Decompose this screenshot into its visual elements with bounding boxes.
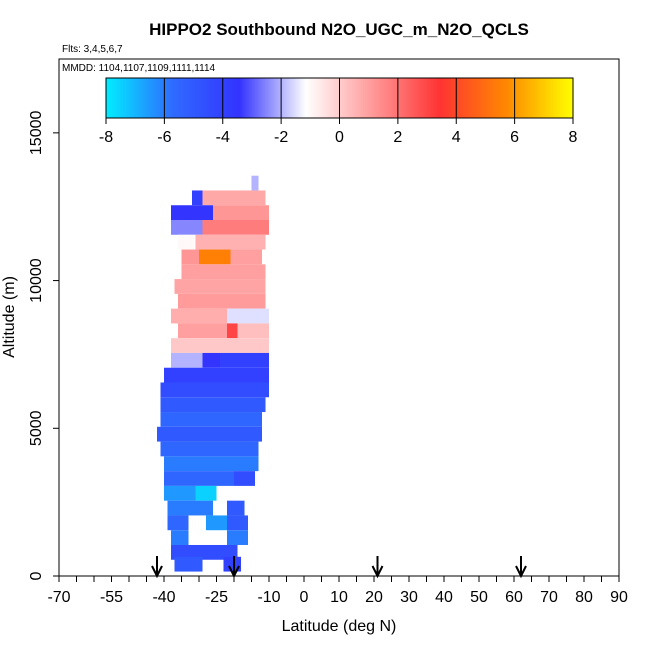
colorbar-tick-label: -6 [157,129,171,146]
heatmap-cell [171,338,269,353]
heatmap-cell [251,175,259,191]
heatmap-cell [192,190,203,206]
heatmap-cell [223,556,241,572]
x-tick-label: 80 [575,589,593,606]
heatmap-cell [160,382,269,398]
heatmap-cell [199,249,231,265]
chart-title: HIPPO2 Southbound N2O_UGC_m_N2O_QCLS [149,20,529,39]
colorbar-tick-label: 0 [335,129,344,146]
heatmap-cell [181,264,266,280]
heatmap-cell [230,249,262,265]
heatmap-cell [237,323,269,339]
colorbar-tick-label: -4 [216,129,230,146]
heatmap-cell [171,544,238,560]
x-tick-label: 0 [300,589,309,606]
heatmap-cell [167,500,213,516]
x-tick-label: 50 [470,589,488,606]
heatmap-cell [206,515,227,531]
heatmap-cell [227,530,248,545]
colorbar-tick-label: 4 [452,129,461,146]
heatmap-cell [171,205,213,221]
y-tick-label: 10000 [28,258,45,303]
x-tick-label: 60 [505,589,523,606]
heatmap-cell [181,249,199,265]
heatmap-cell [227,515,248,531]
colorbar: -8 -6 -4 -2 0 2 4 6 8 [99,77,578,146]
heatmap-cell [160,397,266,413]
heatmap-cell [234,471,255,486]
heatmap-layer [157,175,269,572]
arrow-head [371,565,384,579]
colorbar-tick-label: 2 [393,129,402,146]
y-axis: 0 5000 10000 15000 [28,111,59,580]
colorbar-tick-label: 6 [510,129,519,146]
x-tick-label: -40 [152,589,175,606]
heatmap-cell [157,426,262,442]
heatmap-cell [227,500,245,516]
heatmap-cell [213,205,269,221]
x-axis: -70 -55 -40 -25 -10 0 10 20 30 40 50 60 70 80 90 [47,576,628,606]
heatmap-cell [171,308,227,324]
arrow-head [515,565,527,579]
arrow-head [228,565,240,579]
x-tick-label: 30 [400,589,418,606]
heatmap-cell [171,530,189,545]
heatmap-cell [171,220,203,235]
arrow-head [151,565,163,579]
x-tick-label: -70 [47,589,70,606]
heatmap-cell [167,515,189,531]
y-tick-label: 5000 [28,410,45,446]
heatmap-cell [178,234,196,250]
colorbar-tick-label: -8 [99,129,113,146]
heatmap-cell [202,220,269,235]
heatmap-cell [160,441,259,457]
y-tick-label: 15000 [28,111,45,156]
plot-area [58,58,620,577]
heatmap-cell [164,471,234,486]
x-tick-label: -10 [257,589,280,606]
x-tick-label: 40 [435,589,453,606]
dates-label: MMDD: 1104,1107,1109,1111,1114 [62,63,216,74]
heatmap-cell [164,367,269,383]
heatmap-cell [174,279,266,294]
x-tick-label: -55 [100,589,123,606]
colorbar-ticks: -8 -6 -4 -2 0 2 4 6 8 [99,78,578,146]
x-axis-label: Latitude (deg N) [282,618,397,635]
heatmap-cell [164,485,196,501]
arrow-markers [151,556,527,579]
heatmap-cell [178,293,266,309]
heatmap-cell [195,234,266,250]
x-tick-label: 20 [365,589,383,606]
flights-label: Flts: 3,4,5,6,7 [62,44,123,55]
heatmap-cell [220,352,269,368]
heatmap-cell [160,412,262,427]
heatmap-cell [195,485,217,501]
colorbar-tick-label: 8 [569,129,578,146]
x-tick-label: 10 [330,589,348,606]
heatmap-cell [227,308,269,324]
x-tick-label: 70 [540,589,558,606]
x-tick-label: -25 [205,589,228,606]
heatmap-cell [202,190,266,206]
colorbar-tick-label: -2 [274,129,288,146]
y-axis-label: Altitude (m) [1,276,18,358]
x-tick-label: 90 [610,589,628,606]
heatmap-cell [202,352,220,368]
heatmap-cell [174,556,203,572]
y-tick-label: 0 [28,571,45,580]
heatmap-cell [178,323,227,339]
heatmap-cell [171,352,203,368]
heatmap-cell [227,323,238,339]
heatmap-cell [164,456,259,472]
